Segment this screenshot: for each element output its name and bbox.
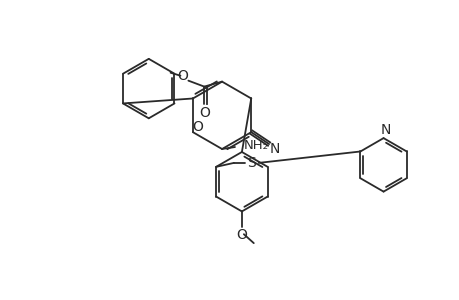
Text: S: S <box>247 156 256 170</box>
Text: NH₂: NH₂ <box>243 139 269 152</box>
Text: N: N <box>269 142 280 156</box>
Text: O: O <box>198 106 209 120</box>
Text: O: O <box>192 120 203 134</box>
Text: N: N <box>380 123 390 137</box>
Text: O: O <box>177 69 187 83</box>
Text: O: O <box>236 228 247 242</box>
